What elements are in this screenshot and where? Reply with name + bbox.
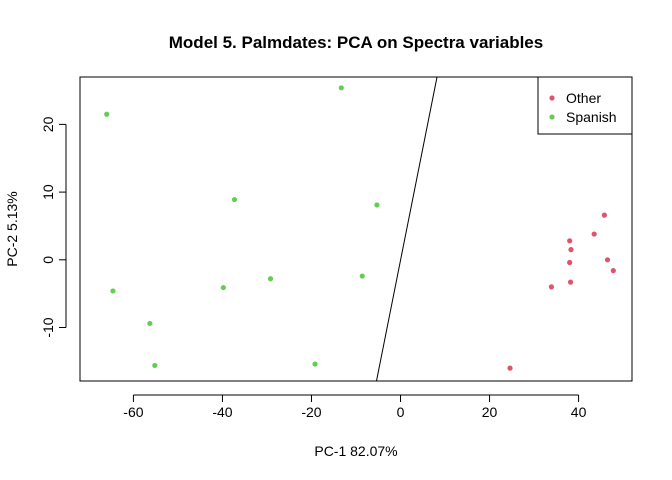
x-axis-label: PC-1 82.07% (314, 443, 397, 459)
x-tick-label: 40 (571, 404, 587, 420)
legend: Other Spanish (537, 76, 633, 135)
plot-frame (79, 76, 633, 382)
data-point-other (610, 268, 616, 274)
data-point-other (591, 231, 597, 237)
chart-title: Model 5. Palmdates: PCA on Spectra varia… (169, 33, 543, 52)
x-tick-label: -60 (123, 404, 143, 420)
data-point-other (567, 259, 573, 266)
y-tick-label: -10 (40, 317, 56, 337)
data-point-spanish (104, 111, 110, 117)
data-point-spanish (374, 202, 380, 208)
data-point-spanish (312, 361, 318, 367)
data-point-other (507, 365, 513, 371)
data-point-spanish (267, 276, 274, 282)
y-tick-label: 0 (40, 256, 56, 264)
x-tick-label: 0 (397, 404, 405, 420)
data-point-other (601, 212, 608, 218)
legend-label-spanish: Spanish (566, 109, 617, 125)
boundary-line (375, 76, 438, 382)
data-point-spanish (147, 320, 153, 327)
data-point-other (568, 247, 574, 253)
data-point-spanish (152, 362, 158, 369)
x-tick-label: -40 (212, 404, 232, 420)
data-point-other (567, 279, 574, 285)
legend-marker-other (549, 95, 555, 101)
x-tick-label: 20 (482, 404, 498, 420)
x-tick-label: -20 (301, 404, 321, 420)
data-point-other (604, 257, 611, 263)
data-point-spanish (220, 284, 226, 291)
data-point-spanish (110, 288, 116, 294)
y-tick-label: 20 (40, 116, 56, 132)
y-tick-label: 10 (40, 184, 56, 200)
data-point-spanish (231, 196, 238, 203)
series-spanish (104, 85, 380, 369)
data-point-other (567, 238, 573, 244)
legend-box (537, 76, 633, 135)
legend-label-other: Other (566, 90, 601, 106)
data-point-spanish (338, 85, 344, 91)
series-other (507, 212, 616, 371)
data-point-other (548, 284, 555, 290)
legend-marker-spanish (549, 114, 555, 120)
data-point-spanish (359, 273, 365, 279)
y-axis-label: PC-2 5.13% (4, 191, 20, 266)
plot-area: -60 -40 -20 0 20 40 -10 0 10 20 (40, 76, 633, 420)
